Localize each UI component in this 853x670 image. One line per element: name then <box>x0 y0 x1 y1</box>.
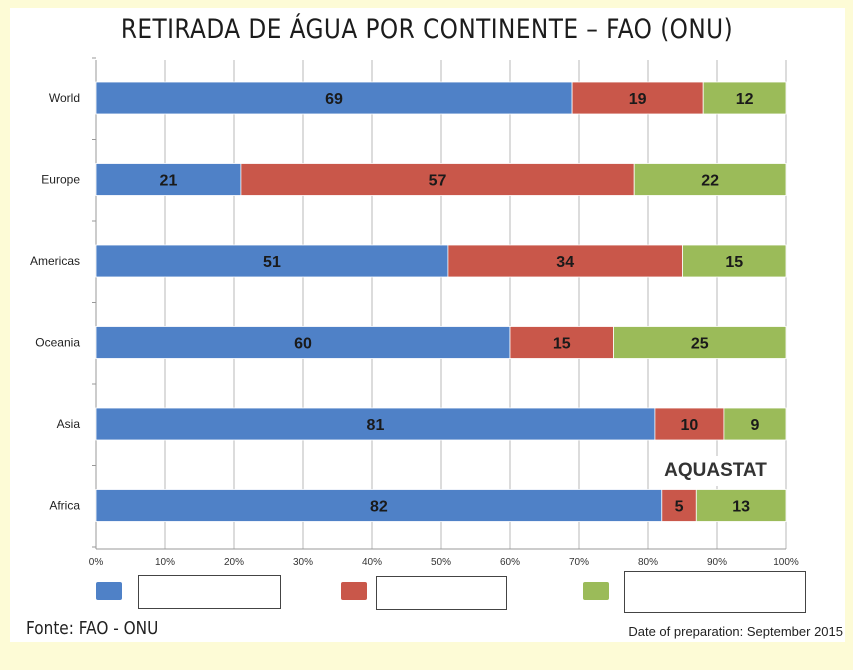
bar-segment <box>661 489 697 522</box>
bar-segment <box>95 163 242 196</box>
bar-segment <box>95 81 573 115</box>
x-tick-label: 70% <box>569 557 589 568</box>
x-tick-label: 100% <box>773 557 799 568</box>
stacked-bar-chart: 0% 10% 20% 30% 40% 50% 60% 70% 80% 90% 100% World 69… <box>30 57 799 568</box>
category-label: World <box>49 91 80 105</box>
data-label: 15 <box>725 254 743 271</box>
x-tick-label: 40% <box>362 557 382 568</box>
data-label: 12 <box>736 91 754 108</box>
bar-segment <box>723 407 787 441</box>
data-label: 15 <box>553 336 571 353</box>
data-label: 21 <box>160 173 178 190</box>
bar-segment <box>95 244 449 278</box>
data-label: 5 <box>675 499 684 516</box>
bar-segment <box>633 163 787 196</box>
bar-segment <box>654 407 725 441</box>
data-label: 82 <box>370 499 388 516</box>
bar-segment <box>95 489 663 522</box>
x-tick-label: 90% <box>707 557 727 568</box>
data-label: 22 <box>701 173 719 190</box>
chart-title: RETIRADA DE ÁGUA POR CONTINENTE – FAO (O… <box>120 14 734 45</box>
bar-segment <box>682 244 787 278</box>
data-label: 19 <box>629 91 647 108</box>
legend-swatch-series-2 <box>341 582 367 600</box>
category-label: Europe <box>41 173 80 187</box>
x-tick-label: 60% <box>500 557 520 568</box>
x-tick-label: 30% <box>293 557 313 568</box>
x-tick-label: 0% <box>89 557 104 568</box>
bar-segment <box>571 81 704 115</box>
data-label: 57 <box>429 173 447 190</box>
legend-swatch-series-3 <box>583 582 609 600</box>
data-label: 13 <box>732 499 750 516</box>
source-text: Fonte: FAO - ONU <box>26 618 159 639</box>
aquastat-watermark: AQUASTAT <box>653 456 778 486</box>
data-label: 81 <box>367 417 385 434</box>
legend-swatch-series-1 <box>96 582 122 600</box>
category-label: Asia <box>57 417 81 431</box>
x-tick-label: 10% <box>155 557 175 568</box>
bar-segment <box>613 326 787 359</box>
legend-label-box-3 <box>624 571 806 613</box>
bar-segment <box>509 326 614 359</box>
data-label: 25 <box>691 336 709 353</box>
data-label: 60 <box>294 336 312 353</box>
legend-label-box-2 <box>376 576 507 610</box>
data-label: 9 <box>750 417 759 434</box>
category-label: Oceania <box>35 336 80 350</box>
x-tick-label: 50% <box>431 557 451 568</box>
legend-label-box-1 <box>138 575 281 609</box>
data-label: 51 <box>263 254 281 271</box>
x-tick-label: 80% <box>638 557 658 568</box>
data-label: 34 <box>556 254 574 271</box>
x-tick-label: 20% <box>224 557 244 568</box>
data-label: 10 <box>681 417 699 434</box>
bar-segment <box>447 244 683 278</box>
bar-segment <box>695 489 787 522</box>
bar-segment <box>95 407 656 441</box>
category-label: Americas <box>30 254 80 268</box>
bar-segment <box>702 81 787 115</box>
preparation-date: Date of preparation: September 2015 <box>628 624 843 639</box>
bar-segment <box>95 326 511 359</box>
data-label: 69 <box>325 91 343 108</box>
category-label: Africa <box>49 499 80 513</box>
